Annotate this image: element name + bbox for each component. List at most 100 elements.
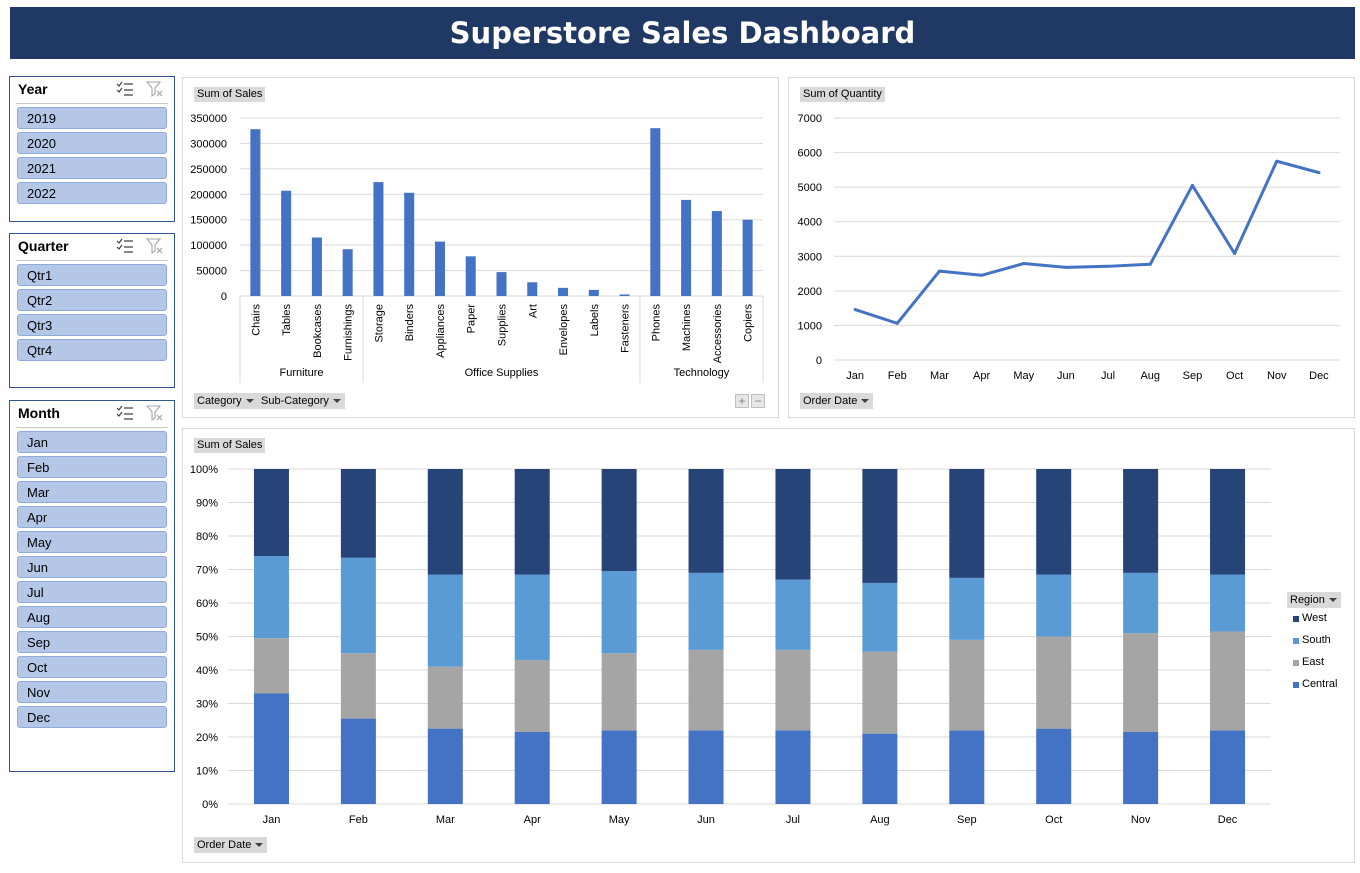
slicer-title: Quarter	[18, 238, 69, 254]
y-tick-label: 250000	[190, 164, 227, 176]
legend-label: South	[1302, 634, 1331, 646]
x-tick-label: Labels	[589, 304, 601, 337]
bar-segment-south	[949, 577, 985, 640]
x-tick-label: Apr	[524, 814, 541, 826]
slicer-item-quarter[interactable]: Qtr1	[17, 264, 167, 286]
multi-select-icon[interactable]	[116, 237, 134, 255]
subcategory-filter-button[interactable]: Sub-Category	[258, 393, 345, 409]
slicer-item-month[interactable]: Apr	[17, 506, 167, 528]
x-tick-label: May	[609, 814, 630, 826]
order-date-label: Order Date	[197, 839, 252, 851]
bar-chart-svg: 0 50000 100000 150000 200000 250000 300000 3500…	[190, 113, 764, 383]
multi-select-icon[interactable]	[116, 80, 134, 98]
slicer-item-year[interactable]: 2021	[17, 157, 167, 179]
bar-segment-south	[775, 579, 811, 650]
x-tick-label: Bookcases	[312, 304, 324, 358]
clear-filter-icon[interactable]	[146, 237, 164, 255]
dropdown-arrow-icon	[255, 843, 264, 847]
slicer-item-month[interactable]: Nov	[17, 681, 167, 703]
data-point-mar	[937, 269, 941, 273]
category-filter-button[interactable]: Category	[194, 393, 258, 409]
bar-segment-central	[862, 733, 898, 804]
slicer-item-year[interactable]: 2020	[17, 132, 167, 154]
bar-segment-central	[1123, 731, 1159, 804]
x-tick-label: Accessories	[712, 304, 724, 364]
slicer-items: 2019 2020 2021 2022	[10, 107, 174, 204]
bar-segment-central	[949, 730, 985, 804]
x-tick-label: Jun	[1057, 370, 1075, 382]
sum-of-quantity-button[interactable]: Sum of Quantity	[800, 87, 885, 102]
bar-segment-central	[253, 693, 289, 804]
multi-select-icon[interactable]	[116, 404, 134, 422]
clear-filter-icon[interactable]	[146, 80, 164, 98]
y-tick-label: 60%	[196, 598, 218, 610]
dropdown-arrow-icon	[245, 399, 254, 403]
slicer-item-month[interactable]: Aug	[17, 606, 167, 628]
bar-segment-west	[514, 469, 550, 575]
bar-accessories	[711, 211, 722, 296]
y-tick-label: 100%	[190, 464, 218, 476]
slicer-item-month[interactable]: Feb	[17, 456, 167, 478]
region-legend: West South East Central	[1288, 612, 1356, 700]
bar-paper	[465, 256, 476, 296]
bar-tables	[281, 190, 292, 296]
bar-segment-south	[340, 557, 376, 654]
slicer-item-quarter[interactable]: Qtr2	[17, 289, 167, 311]
region-label: Region	[1290, 594, 1325, 606]
x-tick-label: Phones	[650, 304, 662, 342]
bar-copiers	[742, 219, 753, 296]
legend-label: Central	[1302, 678, 1338, 690]
slicer-item-year[interactable]: 2022	[17, 182, 167, 204]
slicer-item-month[interactable]: Jan	[17, 431, 167, 453]
x-tick-label: Machines	[681, 304, 693, 352]
slicer-item-month[interactable]: Dec	[17, 706, 167, 728]
slicer-item-month[interactable]: Sep	[17, 631, 167, 653]
bar-art	[527, 282, 538, 296]
bar-supplies	[496, 272, 507, 296]
legend-swatch	[1293, 682, 1299, 688]
sum-of-sales-button[interactable]: Sum of Sales	[194, 87, 266, 102]
subcategory-label: Sub-Category	[261, 395, 329, 407]
bar-binders	[404, 192, 415, 296]
bar-segment-south	[1036, 574, 1072, 637]
y-tick-label: 100000	[190, 240, 227, 252]
x-tick-label: Art	[527, 304, 539, 318]
order-date-filter-button[interactable]: Order Date	[800, 393, 874, 409]
bar-labels	[588, 289, 599, 296]
data-point-oct	[1233, 252, 1237, 256]
expand-field-button[interactable]: +	[735, 394, 749, 408]
region-filter-button[interactable]: Region	[1287, 592, 1341, 608]
bar-segment-west	[949, 469, 985, 578]
sales-by-subcategory-chart: Sum of Sales 0 50000 100000 150000 200000 250…	[182, 77, 779, 418]
x-tick-label: Mar	[930, 370, 949, 382]
slicer-item-year[interactable]: 2019	[17, 107, 167, 129]
slicer-item-month[interactable]: May	[17, 531, 167, 553]
y-tick-label: 70%	[196, 565, 218, 577]
slicer-item-quarter[interactable]: Qtr4	[17, 339, 167, 361]
x-tick-label: Furnishings	[343, 304, 355, 361]
x-tick-label: Oct	[1226, 370, 1243, 382]
slicer-item-month[interactable]: Jun	[17, 556, 167, 578]
slicer-item-month[interactable]: Jul	[17, 581, 167, 603]
sum-of-sales-button[interactable]: Sum of Sales	[194, 438, 266, 453]
bar-appliances	[434, 241, 445, 296]
x-tick-label: Fasteners	[620, 304, 632, 353]
y-tick-label: 200000	[190, 189, 227, 201]
clear-filter-icon[interactable]	[146, 404, 164, 422]
data-point-apr	[980, 273, 984, 277]
bar-segment-west	[601, 469, 637, 572]
order-date-filter-button[interactable]: Order Date	[194, 837, 268, 853]
bar-segment-east	[1210, 631, 1246, 731]
collapse-field-button[interactable]: −	[751, 394, 765, 408]
bar-segment-central	[688, 730, 724, 804]
slicer-item-quarter[interactable]: Qtr3	[17, 314, 167, 336]
slicer-item-month[interactable]: Mar	[17, 481, 167, 503]
quantity-line	[854, 159, 1320, 325]
legend-item-south: South	[1288, 634, 1356, 656]
slicer-item-month[interactable]: Oct	[17, 656, 167, 678]
bar-segment-central	[601, 730, 637, 804]
y-tick-label: 4000	[798, 217, 822, 229]
x-tick-label: Binders	[404, 304, 416, 342]
dashboard-title: Superstore Sales Dashboard	[10, 7, 1355, 59]
y-tick-label: 50000	[196, 266, 227, 278]
